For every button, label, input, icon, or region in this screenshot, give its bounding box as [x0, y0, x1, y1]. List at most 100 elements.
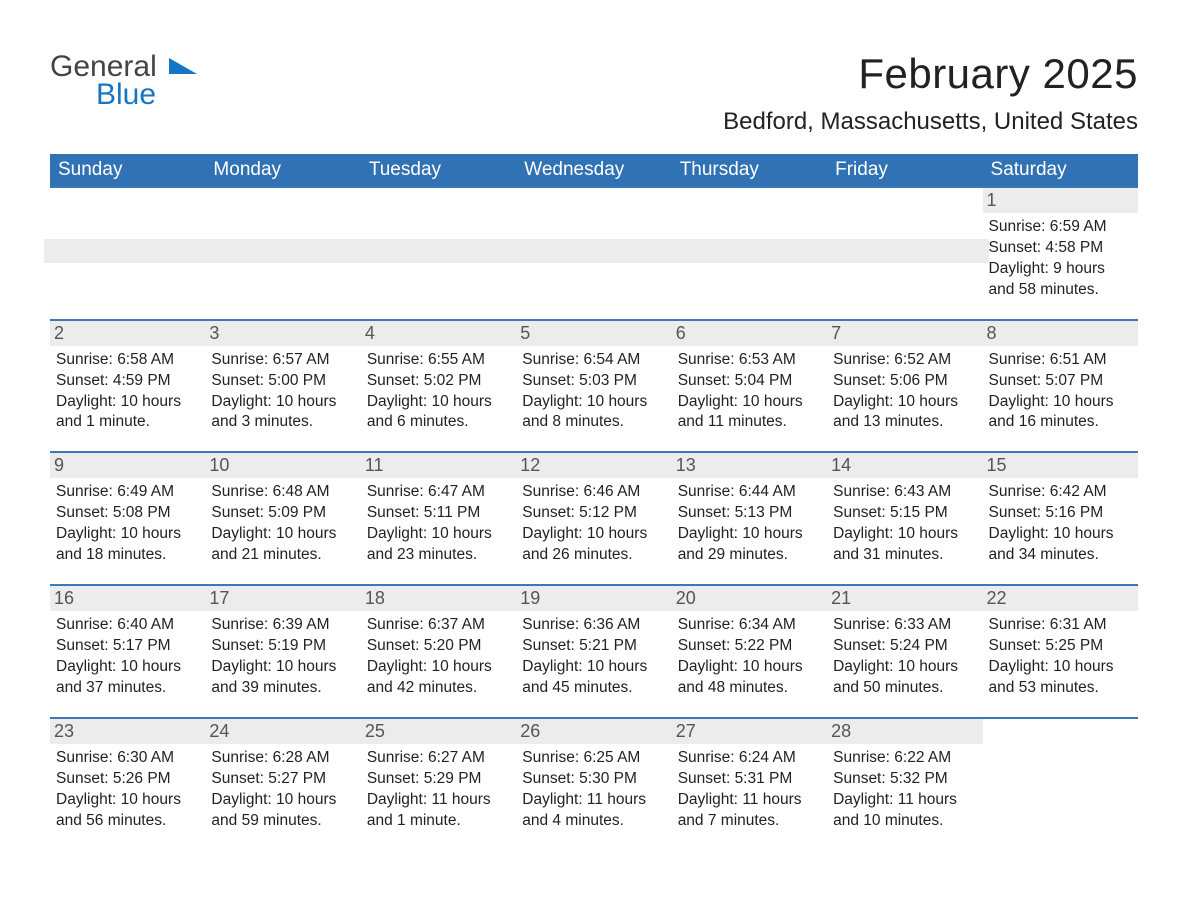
day-cell: 5Sunrise: 6:54 AMSunset: 5:03 PMDaylight…	[516, 320, 671, 453]
day-cell: 1Sunrise: 6:59 AMSunset: 4:58 PMDaylight…	[983, 187, 1138, 320]
day-info: Sunrise: 6:57 AMSunset: 5:00 PMDaylight:…	[211, 350, 354, 434]
day-cell: 18Sunrise: 6:37 AMSunset: 5:20 PMDayligh…	[361, 585, 516, 718]
sunrise-value: 6:47 AM	[428, 483, 485, 500]
sunset-label: Sunset:	[833, 372, 886, 389]
sunrise-value: 6:33 AM	[894, 616, 951, 633]
day-number: 28	[827, 719, 982, 744]
weekday-header-row: SundayMondayTuesdayWednesdayThursdayFrid…	[50, 154, 1138, 187]
sunrise-label: Sunrise:	[56, 749, 113, 766]
daylight-label: Daylight:	[56, 791, 116, 808]
sunrise-value: 6:44 AM	[739, 483, 796, 500]
daylight-label: Daylight:	[989, 658, 1049, 675]
sunrise-label: Sunrise:	[522, 483, 579, 500]
day-number: 3	[205, 321, 360, 346]
day-cell: 9Sunrise: 6:49 AMSunset: 5:08 PMDaylight…	[50, 452, 205, 585]
daylight-label: Daylight:	[367, 393, 427, 410]
sunset-label: Sunset:	[522, 504, 575, 521]
sunset-value: 5:00 PM	[268, 372, 326, 389]
calendar-week: 16Sunrise: 6:40 AMSunset: 5:17 PMDayligh…	[50, 585, 1138, 718]
sunset-value: 5:08 PM	[113, 504, 171, 521]
sunrise-label: Sunrise:	[367, 483, 424, 500]
day-number: 6	[672, 321, 827, 346]
empty-daynum-bar	[355, 239, 522, 263]
day-info: Sunrise: 6:27 AMSunset: 5:29 PMDaylight:…	[367, 748, 510, 832]
sunrise-label: Sunrise:	[989, 616, 1046, 633]
day-cell: 24Sunrise: 6:28 AMSunset: 5:27 PMDayligh…	[205, 718, 360, 850]
empty-daynum-bar	[510, 239, 677, 263]
empty-daynum-bar	[199, 239, 366, 263]
day-number: 27	[672, 719, 827, 744]
daylight-label: Daylight:	[367, 525, 427, 542]
day-number: 10	[205, 453, 360, 478]
sunset-value: 5:26 PM	[113, 770, 171, 787]
daylight-label: Daylight:	[522, 525, 582, 542]
logo-text-2: Blue	[96, 78, 203, 112]
sunrise-value: 6:30 AM	[117, 749, 174, 766]
logo-triangle-icon	[169, 56, 203, 76]
sunset-label: Sunset:	[367, 637, 420, 654]
sunset-label: Sunset:	[56, 770, 109, 787]
sunset-value: 4:59 PM	[113, 372, 171, 389]
sunset-value: 5:19 PM	[268, 637, 326, 654]
sunset-value: 5:07 PM	[1045, 372, 1103, 389]
sunrise-label: Sunrise:	[56, 616, 113, 633]
day-number: 20	[672, 586, 827, 611]
sunset-label: Sunset:	[367, 504, 420, 521]
sunset-label: Sunset:	[522, 372, 575, 389]
day-number: 26	[516, 719, 671, 744]
sunset-value: 5:04 PM	[735, 372, 793, 389]
weekday-header: Monday	[205, 154, 360, 187]
weekday-header: Thursday	[672, 154, 827, 187]
day-cell: 15Sunrise: 6:42 AMSunset: 5:16 PMDayligh…	[983, 452, 1138, 585]
daylight-label: Daylight:	[522, 393, 582, 410]
month-title: February 2025	[723, 50, 1138, 98]
sunrise-value: 6:54 AM	[583, 351, 640, 368]
sunrise-label: Sunrise:	[367, 749, 424, 766]
calendar-week: 2Sunrise: 6:58 AMSunset: 4:59 PMDaylight…	[50, 320, 1138, 453]
day-cell: 4Sunrise: 6:55 AMSunset: 5:02 PMDaylight…	[361, 320, 516, 453]
empty-daynum-bar	[666, 239, 833, 263]
day-info: Sunrise: 6:47 AM Sunset: 5:11 PM Daylight:…	[367, 482, 510, 566]
day-info: Sunrise: 6:59 AMSunset: 4:58 PMDaylight:…	[989, 217, 1132, 301]
sunset-value: 5:06 PM	[890, 372, 948, 389]
empty-cell	[827, 187, 982, 320]
day-info: Sunrise: 6:25 AMSunset: 5:30 PMDaylight:…	[522, 748, 665, 832]
day-number: 17	[205, 586, 360, 611]
day-info: Sunrise: 6:22 AMSunset: 5:32 PMDaylight:…	[833, 748, 976, 832]
sunrise-label: Sunrise:	[833, 351, 890, 368]
sunrise-label: Sunrise:	[989, 483, 1046, 500]
day-cell: 16Sunrise: 6:40 AMSunset: 5:17 PMDayligh…	[50, 585, 205, 718]
sunset-value: 5:22 PM	[735, 637, 793, 654]
sunrise-value: 6:57 AM	[273, 351, 330, 368]
day-info: Sunrise: 6:37 AMSunset: 5:20 PMDaylight:…	[367, 615, 510, 699]
day-info: Sunrise: 6:36 AMSunset: 5:21 PMDaylight:…	[522, 615, 665, 699]
sunrise-value: 6:37 AM	[428, 616, 485, 633]
day-info: Sunrise: 6:49 AMSunset: 5:08 PMDaylight:…	[56, 482, 199, 566]
day-info: Sunrise: 6:39 AMSunset: 5:19 PMDaylight:…	[211, 615, 354, 699]
daylight-label: Daylight:	[833, 791, 893, 808]
calendar-table: SundayMondayTuesdayWednesdayThursdayFrid…	[50, 154, 1138, 849]
sunset-label: Sunset:	[522, 770, 575, 787]
sunset-value: 5:17 PM	[113, 637, 171, 654]
sunrise-label: Sunrise:	[522, 616, 579, 633]
day-info: Sunrise: 6:34 AMSunset: 5:22 PMDaylight:…	[678, 615, 821, 699]
day-info: Sunrise: 6:44 AMSunset: 5:13 PMDaylight:…	[678, 482, 821, 566]
empty-cell	[516, 187, 671, 320]
day-info: Sunrise: 6:42 AMSunset: 5:16 PMDaylight:…	[989, 482, 1132, 566]
day-cell: 22Sunrise: 6:31 AMSunset: 5:25 PMDayligh…	[983, 585, 1138, 718]
day-info: Sunrise: 6:40 AMSunset: 5:17 PMDaylight:…	[56, 615, 199, 699]
day-number: 14	[827, 453, 982, 478]
sunrise-value: 6:43 AM	[894, 483, 951, 500]
sunrise-value: 6:31 AM	[1050, 616, 1107, 633]
day-cell: 10Sunrise: 6:48 AMSunset: 5:09 PMDayligh…	[205, 452, 360, 585]
day-number: 23	[50, 719, 205, 744]
sunset-value: 5:30 PM	[579, 770, 637, 787]
weekday-header: Tuesday	[361, 154, 516, 187]
sunset-label: Sunset:	[211, 770, 264, 787]
sunrise-label: Sunrise:	[56, 483, 113, 500]
sunset-value: 5:32 PM	[890, 770, 948, 787]
sunrise-value: 6:58 AM	[117, 351, 174, 368]
sunset-value: 5:11 PM	[424, 504, 481, 521]
empty-daynum-bar	[821, 239, 988, 263]
sunset-label: Sunset:	[989, 372, 1042, 389]
